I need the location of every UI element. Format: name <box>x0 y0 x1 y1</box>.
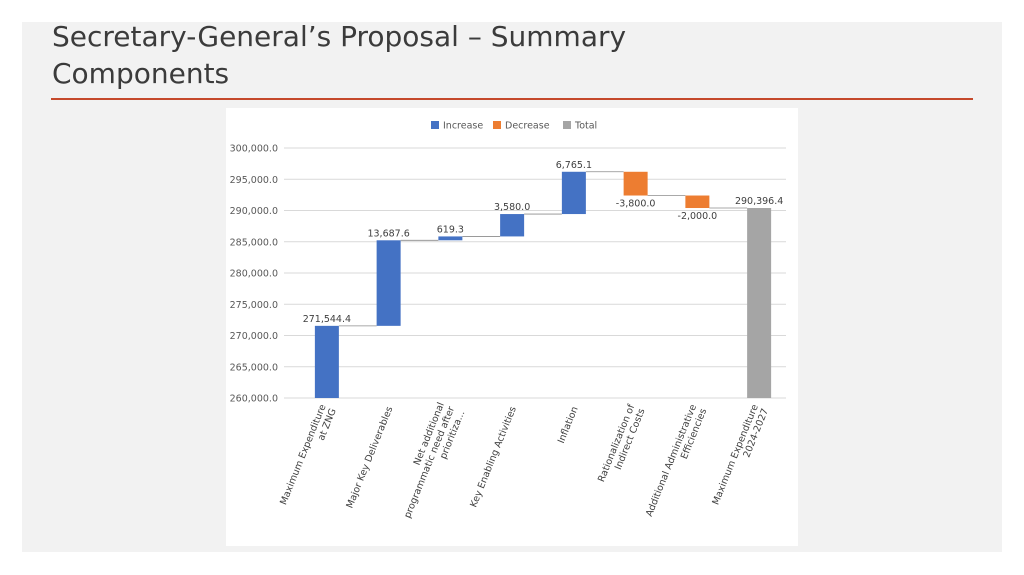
x-tick-label: Net additionalprogrammatic need afterpri… <box>392 401 467 524</box>
y-tick-label: 295,000.0 <box>230 175 278 186</box>
x-tick-label-line: Additional Administrative <box>644 403 699 518</box>
bar-decrease <box>623 171 648 196</box>
data-label: -2,000.0 <box>678 211 718 222</box>
bar-increase <box>500 214 525 237</box>
data-label: 290,396.4 <box>735 196 783 207</box>
legend-swatch-total <box>563 121 571 129</box>
y-tick-label: 270,000.0 <box>230 331 278 342</box>
y-tick-label: 290,000.0 <box>230 206 278 217</box>
legend-label-total: Total <box>574 121 597 132</box>
slide: Secretary-General’s Proposal – Summary C… <box>22 20 1002 552</box>
y-tick-label: 275,000.0 <box>230 300 278 311</box>
bar-increase <box>438 236 463 241</box>
data-label: 6,765.1 <box>556 160 592 171</box>
data-label: 619.3 <box>437 224 464 235</box>
data-label: 271,544.4 <box>303 314 351 325</box>
x-tick-label: Key Enabling Activities <box>468 405 519 509</box>
y-tick-label: 285,000.0 <box>230 237 278 248</box>
data-label: 13,687.6 <box>367 228 409 239</box>
data-label: 3,580.0 <box>494 202 530 213</box>
x-tick-label: Inflation <box>556 405 581 445</box>
legend-swatch-increase <box>431 121 439 129</box>
bar-total <box>747 208 772 398</box>
data-label: -3,800.0 <box>616 199 656 210</box>
x-tick-label-line: Inflation <box>556 405 581 445</box>
x-tick-label: Maximum Expenditureat ZNG <box>278 403 339 511</box>
bar-decrease <box>685 195 710 209</box>
y-tick-label: 300,000.0 <box>230 144 278 155</box>
y-tick-label: 265,000.0 <box>230 362 278 373</box>
title-underline <box>51 98 973 100</box>
chart-svg: 260,000.0 265,000.0 270,000.0 275,000.0 280,… <box>230 121 786 524</box>
slide-title-line-1: Secretary-General’s Proposal – Summary <box>52 20 627 53</box>
legend-label-increase: Increase <box>443 121 483 132</box>
x-tick-label-line: Maximum Expenditure <box>278 403 328 507</box>
x-tick-label-line: Key Enabling Activities <box>468 405 519 509</box>
slide-title-line-2: Components <box>52 57 230 90</box>
bar-increase <box>376 240 401 326</box>
waterfall-chart: 260,000.0 265,000.0 270,000.0 275,000.0 280,… <box>226 108 798 546</box>
slide-title: Secretary-General’s Proposal – Summary C… <box>52 18 752 92</box>
y-tick-label: 280,000.0 <box>230 269 278 280</box>
legend-label-decrease: Decrease <box>505 121 550 132</box>
x-tick-label: Additional AdministrativeEfficiencies <box>644 403 709 523</box>
y-tick-label: 260,000.0 <box>230 394 278 405</box>
bar-increase <box>314 325 339 398</box>
bar-increase <box>561 171 586 215</box>
x-tick-label: Maximum Expenditure2024-2027 <box>710 403 771 511</box>
x-tick-label: Major Key Deliverables <box>344 405 395 510</box>
x-tick-label: Rationalization ofIndirect Costs <box>596 402 648 488</box>
x-tick-label-line: Major Key Deliverables <box>344 405 395 510</box>
legend-swatch-decrease <box>493 121 501 129</box>
